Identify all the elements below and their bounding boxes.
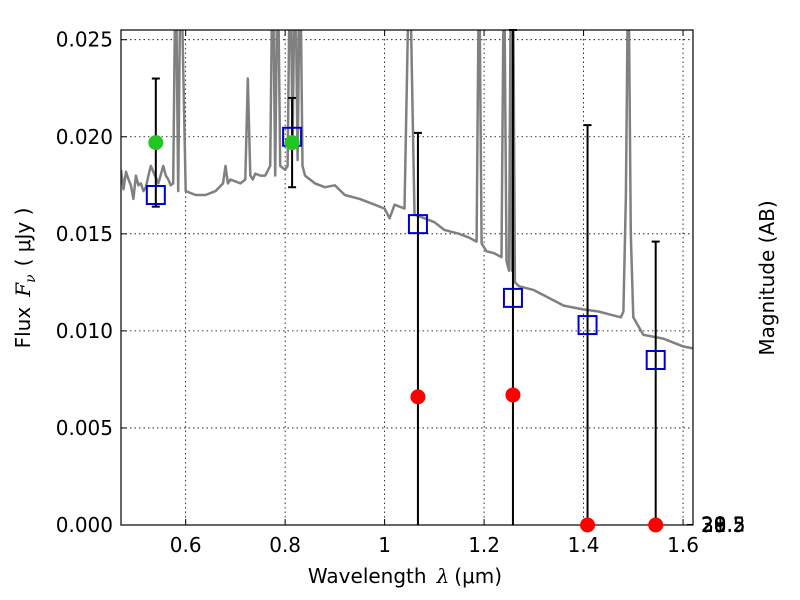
- y-axis-label-text: Flux: [11, 307, 35, 349]
- model-photometry-square: [407, 214, 428, 235]
- y-tick-label: 0.000: [56, 513, 113, 537]
- y2-axis-label: Magnitude (AB): [755, 200, 779, 355]
- mag-tick-label: 29.5: [701, 513, 746, 537]
- nondetection-point: [505, 387, 521, 403]
- y-tick-label: 0.010: [56, 319, 113, 343]
- x-axis-label: Wavelength λ (μm): [308, 564, 502, 588]
- x-tick-label: 1: [378, 533, 391, 557]
- y-axis-label-subscript: ν: [23, 274, 39, 283]
- detection-point: [148, 135, 164, 151]
- x-axis-label-unit: (μm): [454, 564, 502, 588]
- x-tick-label: 1.6: [667, 533, 699, 557]
- nondetection-point: [648, 517, 664, 533]
- mag-tick-label: 31: [701, 513, 726, 537]
- x-tick-label: 1.2: [468, 533, 500, 557]
- x-tick-label: 0.6: [170, 533, 202, 557]
- plot-frame: [120, 29, 694, 526]
- model-photometry-square: [145, 185, 166, 205]
- y-axis-label-symbol: F: [11, 282, 35, 298]
- mag-tick-label: 30: [701, 513, 726, 537]
- mag-tick-label: 28.2: [701, 513, 746, 537]
- nondetection-point: [410, 389, 426, 405]
- nondetection-point: [580, 517, 596, 533]
- y-tick-label: 0.025: [56, 28, 113, 52]
- x-axis-label-text: Wavelength: [308, 564, 427, 588]
- model-photometry-square: [645, 350, 666, 370]
- mag-tick-label: 28.5: [701, 513, 746, 537]
- detection-point: [284, 135, 300, 151]
- y-tick-label: 0.015: [56, 222, 113, 246]
- mag-tick-label: 28: [701, 513, 726, 537]
- y-tick-label: 0.020: [56, 125, 113, 149]
- model-photometry-square: [577, 315, 598, 336]
- axis-ticks: 0.6 0.8 1 1.2 1.4 1.6 0.000 0.005 0.010 0.015 0.02…: [56, 28, 746, 557]
- plot-series: [121, 30, 693, 350]
- y-axis-label-unit: ( μJy ): [11, 208, 35, 267]
- y-axis-label: Flux Fν ( μJy ): [11, 208, 39, 349]
- mag-tick-label: 29: [701, 513, 726, 537]
- x-tick-label: 1.4: [568, 533, 600, 557]
- x-tick-label: 0.8: [269, 533, 301, 557]
- x-axis-label-symbol: λ: [436, 564, 450, 588]
- model-photometry-square: [502, 287, 523, 308]
- model-spectrum-line: [121, 30, 693, 350]
- y-tick-label: 0.005: [56, 416, 113, 440]
